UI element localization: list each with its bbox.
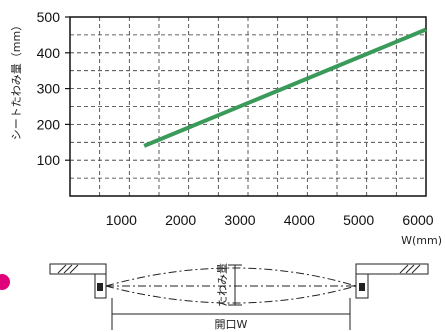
x-axis-title: W(mm) (401, 234, 442, 247)
x-tick-label: 4000 (284, 212, 315, 228)
series (143, 27, 427, 148)
y-tick-label: 100 (37, 152, 61, 168)
x-tick-label: 2000 (165, 212, 196, 228)
x-tick-label: 5000 (343, 212, 374, 228)
pink-marker (0, 274, 10, 290)
y-tick-label: 500 (37, 9, 61, 25)
left-wall-icon (49, 263, 107, 275)
grid (70, 17, 426, 196)
x-tick-label: 3000 (224, 212, 255, 228)
opening-label: 開口W (215, 318, 248, 331)
x-tick-label: 1000 (106, 212, 137, 228)
y-tick-label: 200 (37, 116, 61, 132)
sheet-curve-upper (105, 267, 357, 287)
tick-labels: 100 200 300 400 500 1000 2000 3000 4000 5000 6000 (37, 9, 434, 228)
sheet-curve-lower (105, 285, 357, 304)
sag-diagram: たわみ量 開口W (0, 263, 429, 331)
x-tick-label: 6000 (402, 212, 433, 228)
plot-frame (69, 16, 427, 197)
y-axis-title: シートたわみ量（mm） (10, 20, 23, 140)
y-tick-label: 300 (37, 81, 61, 97)
y-tick-label: 400 (37, 45, 61, 61)
series-line (143, 27, 427, 148)
axes (65, 16, 427, 197)
right-wall-icon (355, 263, 429, 275)
sag-label: たわみ量 (216, 263, 229, 307)
